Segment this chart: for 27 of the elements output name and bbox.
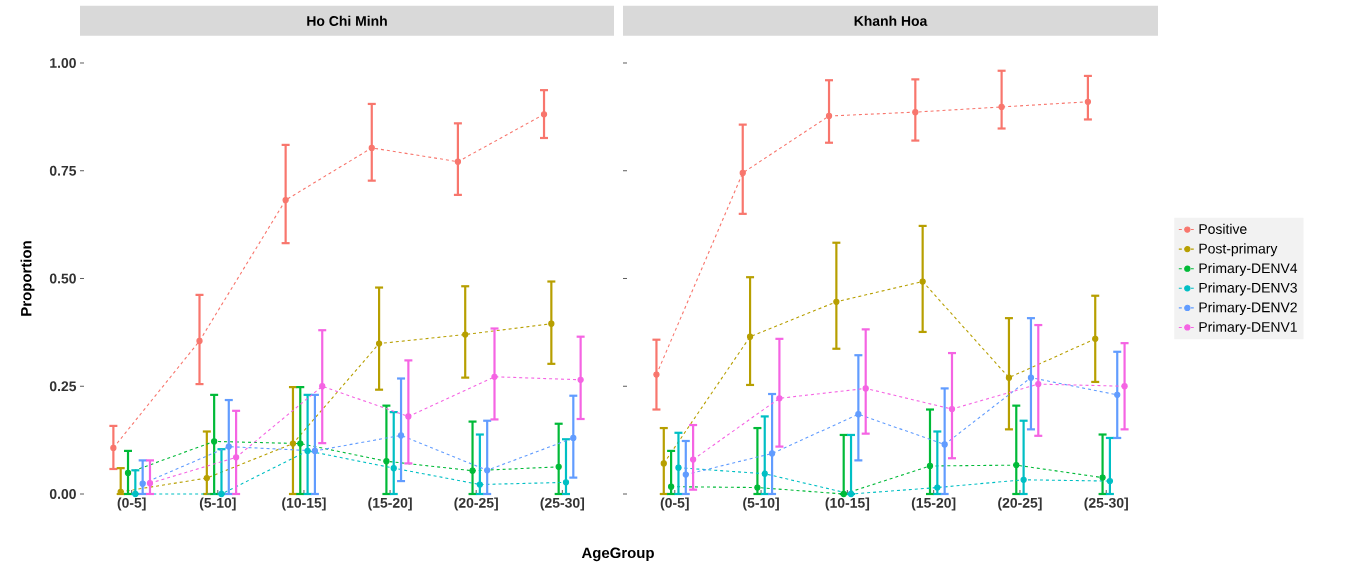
x-tick-label: (25-30]	[540, 497, 585, 511]
x-tick-label: (15-20]	[911, 497, 956, 511]
x-tick-label: (5-10]	[199, 497, 236, 511]
legend-label: Primary-DENV3	[1199, 282, 1297, 296]
legend-label: Positive	[1199, 223, 1247, 234]
x-tick-label: (10-15]	[282, 497, 326, 511]
y-tick-label: 1.00	[50, 58, 76, 68]
legend-label: Primary-DENV4	[1199, 262, 1298, 276]
x-axis-title: AgeGroup	[581, 547, 654, 562]
y-axis-title: Proportion	[20, 241, 35, 316]
y-tick-label: 0.50	[49, 273, 76, 284]
x-tick-label: (0-5]	[117, 497, 146, 511]
x-tick-label: (15-20]	[368, 497, 412, 511]
x-tick-label: (20-25]	[998, 497, 1042, 511]
y-tick-label: 0.75	[49, 165, 77, 176]
legend-label: Post-primary	[1199, 243, 1278, 257]
chart-title: Khanh Hoa	[854, 15, 928, 26]
x-tick-label: (20-25]	[454, 497, 498, 511]
x-tick-label: (10-15]	[825, 497, 870, 511]
x-tick-label: (25-30]	[1084, 497, 1128, 511]
x-tick-label: (0-5]	[660, 497, 689, 511]
legend-label: Primary-DENV2	[1199, 302, 1297, 316]
chart-title: Ho Chi Minh	[307, 15, 387, 26]
x-tick-label: (5-10]	[743, 497, 779, 511]
y-tick-label: 0.00	[49, 489, 76, 499]
legend-label: Primary-DENV1	[1199, 321, 1297, 335]
y-tick-label: 0.25	[49, 381, 77, 392]
